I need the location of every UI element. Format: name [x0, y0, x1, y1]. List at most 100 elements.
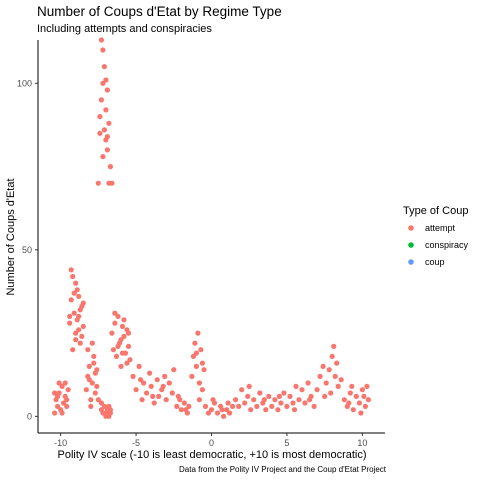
data-point-attempt-202 [334, 360, 340, 366]
data-point-attempt-158 [233, 397, 239, 403]
data-point-attempt-50 [89, 340, 95, 346]
data-point-attempt-1 [55, 403, 61, 409]
data-point-attempt-152 [224, 407, 230, 413]
data-point-attempt-215 [364, 383, 370, 389]
data-point-attempt-177 [290, 400, 296, 406]
y-tick-label-0: 0 [27, 411, 32, 421]
data-point-attempt-93 [121, 333, 127, 339]
data-point-attempt-172 [275, 407, 281, 413]
data-point-attempt-63 [103, 413, 109, 419]
data-point-attempt-108 [139, 397, 145, 403]
data-point-attempt-121 [171, 367, 177, 373]
data-point-attempt-180 [299, 387, 305, 393]
data-point-attempt-109 [141, 380, 147, 386]
data-point-attempt-47 [88, 403, 94, 409]
data-point-attempt-181 [302, 400, 308, 406]
data-point-attempt-210 [362, 403, 368, 409]
data-point-attempt-147 [208, 407, 215, 413]
data-point-attempt-23 [77, 340, 83, 346]
data-point-attempt-69 [101, 64, 107, 70]
data-point-attempt-208 [356, 400, 362, 406]
data-point-attempt-99 [118, 337, 124, 343]
data-point-attempt-134 [190, 353, 196, 359]
data-point-attempt-14 [52, 390, 58, 396]
data-point-attempt-138 [196, 380, 202, 386]
data-point-attempt-75 [101, 127, 107, 133]
legend-key-conspiracy [408, 242, 414, 248]
data-point-attempt-66 [97, 130, 103, 136]
data-point-attempt-162 [245, 393, 251, 399]
data-point-attempt-168 [263, 407, 269, 413]
data-point-attempt-141 [201, 367, 207, 373]
data-point-attempt-140 [199, 387, 205, 393]
legend-title: Type of Coup [403, 205, 468, 217]
data-point-attempt-194 [326, 367, 332, 373]
data-point-attempt-203 [341, 397, 347, 403]
data-point-attempt-11 [55, 393, 61, 399]
data-point-attempt-65 [95, 180, 101, 186]
data-point-attempt-13 [62, 380, 68, 386]
data-point-attempt-127 [178, 407, 184, 413]
data-point-attempt-56 [101, 403, 107, 409]
data-point-attempt-17 [68, 297, 74, 303]
data-point-attempt-30 [79, 333, 85, 339]
data-point-attempt-169 [266, 393, 272, 399]
data-point-attempt-124 [160, 383, 166, 389]
data-point-attempt-201 [328, 390, 334, 396]
data-point-attempt-137 [195, 330, 201, 336]
data-point-attempt-76 [98, 37, 104, 43]
data-point-attempt-40 [86, 363, 92, 369]
data-point-attempt-101 [124, 360, 130, 366]
data-point-attempt-26 [68, 267, 74, 273]
data-point-attempt-195 [329, 353, 335, 359]
data-point-attempt-15 [64, 397, 70, 403]
data-point-attempt-120 [169, 390, 175, 396]
data-point-attempt-52 [92, 370, 98, 376]
data-point-attempt-92 [119, 323, 126, 329]
chart-title: Number of Coups d'Etat by Regime Type [37, 4, 282, 19]
data-point-attempt-123 [150, 393, 156, 399]
data-point-attempt-200 [331, 343, 337, 349]
data-point-attempt-41 [88, 397, 94, 403]
data-point-attempt-73 [107, 164, 113, 170]
data-point-attempt-146 [205, 410, 212, 416]
data-point-attempt-155 [210, 397, 216, 403]
data-point-attempt-176 [287, 393, 293, 399]
data-point-attempt-48 [91, 360, 97, 366]
data-point-attempt-165 [254, 403, 260, 409]
data-point-attempt-188 [291, 407, 298, 413]
data-point-attempt-139 [198, 347, 204, 353]
data-point-attempt-12 [59, 410, 65, 416]
data-point-attempt-110 [144, 390, 150, 396]
data-point-attempt-114 [154, 377, 160, 383]
data-point-attempt-85 [109, 330, 115, 336]
data-point-attempt-102 [125, 330, 132, 336]
x-axis-title: Polity IV scale (-10 is least democratic… [57, 449, 366, 461]
data-point-attempt-31 [74, 317, 80, 323]
data-point-attempt-38 [83, 387, 89, 393]
data-point-attempt-179 [296, 397, 302, 403]
data-point-attempt-161 [242, 400, 248, 406]
data-point-attempt-154 [230, 403, 236, 409]
x-tick-label-3: 5 [284, 438, 289, 448]
data-point-attempt-19 [71, 310, 77, 316]
data-point-attempt-144 [199, 360, 205, 366]
data-point-attempt-89 [115, 313, 121, 319]
data-point-attempt-193 [323, 380, 329, 386]
x-tick-label-4: 10 [357, 438, 367, 448]
data-point-attempt-156 [219, 407, 225, 413]
legend-key-coup [408, 259, 414, 265]
data-point-attempt-186 [261, 397, 267, 403]
data-point-attempt-61 [98, 400, 104, 406]
data-point-attempt-163 [248, 407, 254, 413]
data-point-attempt-182 [305, 380, 311, 386]
data-point-attempt-4 [59, 383, 65, 389]
data-point-attempt-42 [89, 380, 95, 386]
data-point-attempt-166 [257, 390, 263, 396]
data-point-attempt-51 [86, 377, 92, 383]
data-point-attempt-206 [350, 407, 356, 413]
data-point-attempt-86 [110, 347, 116, 353]
data-point-attempt-77 [104, 87, 110, 93]
chart-caption: Data from the Polity IV Project and the … [179, 465, 387, 474]
